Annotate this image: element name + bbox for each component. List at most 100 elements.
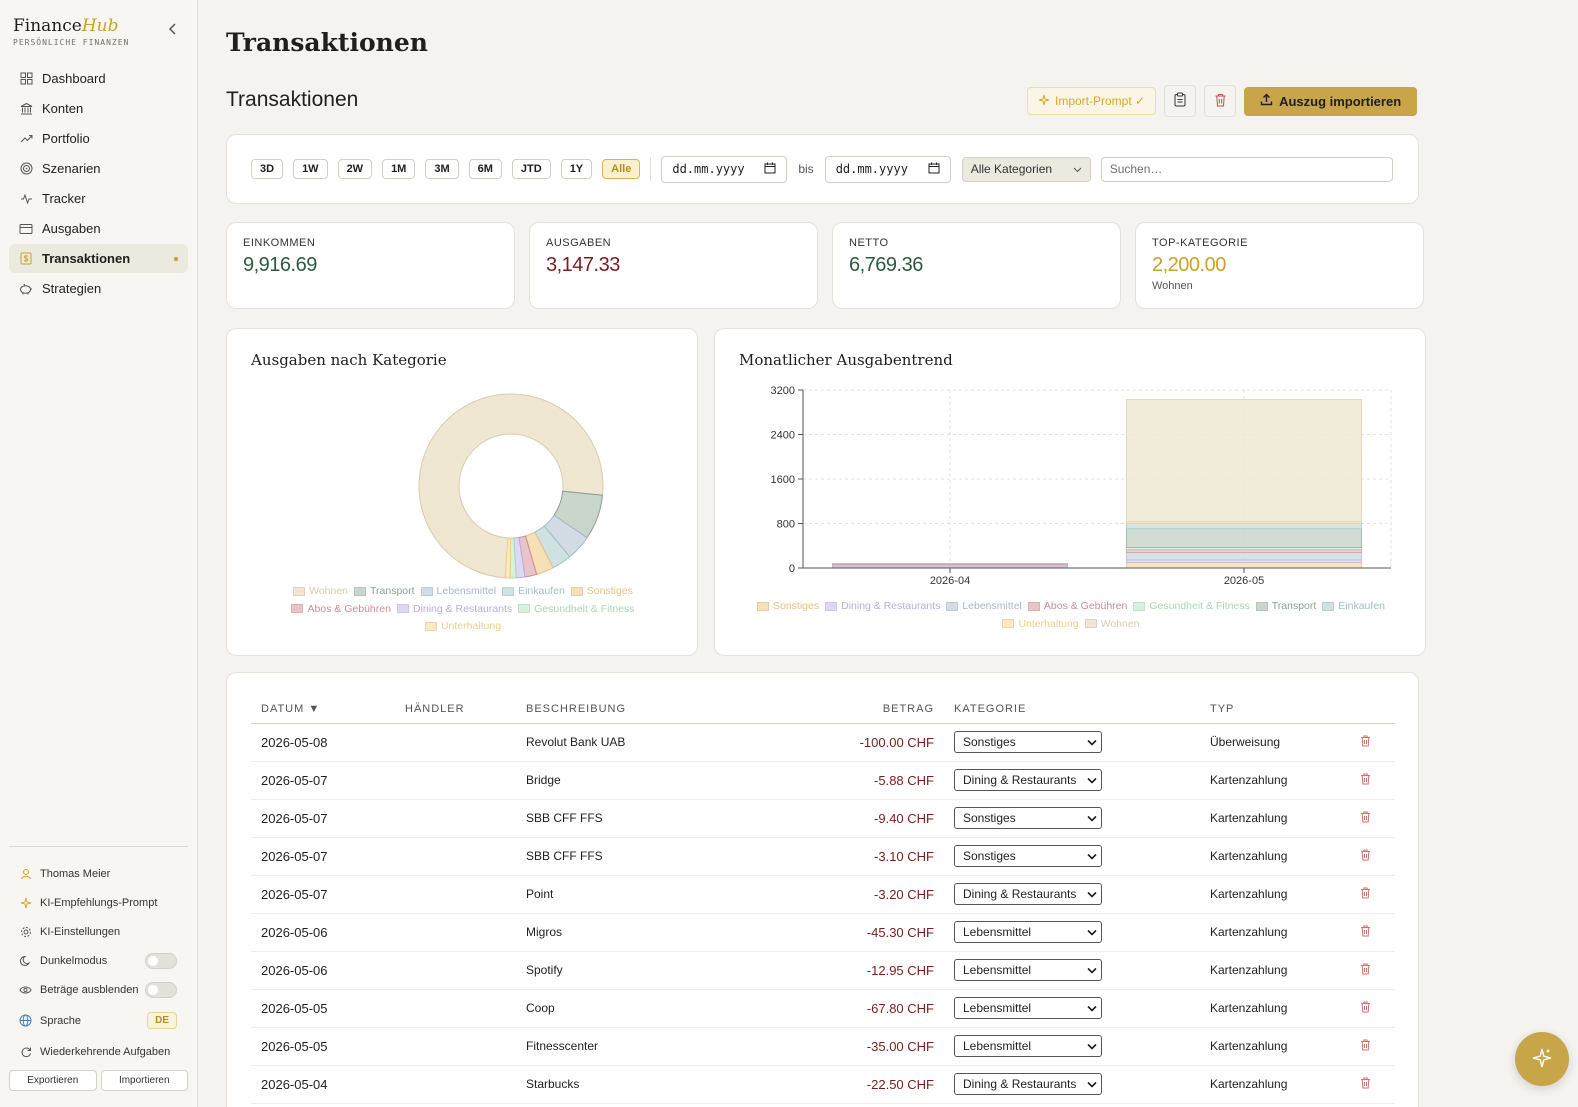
range-button-1m[interactable]: 1M: [382, 159, 416, 179]
sidebar-item-konten[interactable]: Konten: [9, 94, 188, 123]
table-row[interactable]: 2026-05-07 Bridge -5.88 CHF Dining & Restau…: [251, 761, 1395, 800]
category-select[interactable]: Dining & Restaurants: [954, 1073, 1102, 1095]
bar-segment-sonstiges[interactable]: [1126, 562, 1362, 569]
column-header-amount[interactable]: BETRAG: [766, 695, 944, 724]
category-select[interactable]: Sonstiges: [954, 731, 1102, 753]
sidebar-item-transaktionen[interactable]: Transaktionen: [9, 244, 188, 273]
dark-mode-toggle[interactable]: [145, 952, 177, 969]
table-row[interactable]: 2026-05-05 Coop -67.80 CHF Lebensmittel Kart…: [251, 989, 1395, 1028]
legend-item[interactable]: Lebensmittel: [946, 598, 1022, 614]
export-button[interactable]: Exportieren: [9, 1070, 97, 1091]
table-row[interactable]: 2026-05-07 Point -3.20 CHF Dining & Restaur…: [251, 875, 1395, 914]
date-from-input[interactable]: dd.mm.yyyy: [661, 155, 788, 183]
legend-item[interactable]: Einkaufen: [502, 583, 565, 599]
range-button-jtd[interactable]: JTD: [511, 159, 551, 179]
legend-item[interactable]: Gesundheit & Fitness: [1133, 598, 1250, 614]
legend-item[interactable]: Sonstiges: [570, 583, 633, 599]
table-row[interactable]: 2026-05-06 Spotify -12.95 CHF Lebensmittel K…: [251, 951, 1395, 990]
legend-item[interactable]: Unterhaltung: [424, 618, 501, 634]
delete-row-icon[interactable]: [1360, 1077, 1371, 1092]
sidebar-item-ausgaben[interactable]: Ausgaben: [9, 214, 188, 243]
range-button-2w[interactable]: 2W: [337, 159, 373, 179]
delete-row-icon[interactable]: [1360, 963, 1371, 978]
table-row[interactable]: 2026-05-05 Fitnesscenter -35.00 CHF Lebensm…: [251, 1027, 1395, 1066]
delete-row-icon[interactable]: [1360, 735, 1371, 750]
ai-settings-link[interactable]: KI-Einstellungen: [9, 917, 188, 946]
user-profile[interactable]: Thomas Meier: [9, 859, 188, 888]
collapse-sidebar-icon[interactable]: [166, 22, 182, 40]
category-select[interactable]: Dining & Restaurants: [954, 769, 1102, 791]
sidebar-item-portfolio[interactable]: Portfolio: [9, 124, 188, 153]
sidebar-item-szenarien[interactable]: Szenarien: [9, 154, 188, 183]
pie-slice-wohnen[interactable]: [418, 393, 604, 579]
bar-segment-wohnen[interactable]: [1126, 399, 1362, 523]
language-badge[interactable]: DE: [147, 1012, 177, 1029]
bar-segment-transport[interactable]: [1126, 528, 1362, 548]
range-button-6m[interactable]: 6M: [468, 159, 502, 179]
category-select[interactable]: Sonstiges: [954, 845, 1102, 867]
category-select[interactable]: Lebensmittel: [954, 997, 1102, 1019]
table-row[interactable]: 2026-05-07 SBB CFF FFS -9.40 CHF Sonstiges K…: [251, 799, 1395, 838]
delete-row-icon[interactable]: [1360, 1001, 1371, 1016]
bar-segment-einkaufen[interactable]: [1126, 522, 1362, 530]
search-input[interactable]: Suchen…: [1100, 156, 1393, 182]
calendar-icon[interactable]: [764, 162, 776, 177]
clipboard-button[interactable]: [1164, 85, 1197, 117]
import-button[interactable]: Importieren: [100, 1070, 188, 1091]
delete-row-icon[interactable]: [1360, 887, 1371, 902]
brand-logo[interactable]: FinanceHub PERSÖNLICHE FINANZEN: [13, 16, 129, 47]
delete-row-icon[interactable]: [1360, 773, 1371, 788]
column-header-description[interactable]: BESCHREIBUNG: [516, 695, 766, 724]
legend-item[interactable]: Wohnen: [293, 583, 348, 599]
range-button-1y[interactable]: 1Y: [560, 159, 593, 179]
legend-item[interactable]: Lebensmittel: [420, 583, 496, 599]
legend-item[interactable]: Transport: [1255, 598, 1316, 614]
category-select[interactable]: Lebensmittel: [954, 921, 1102, 943]
bar-segment-abos-geb-hren[interactable]: [832, 563, 1068, 565]
legend-item[interactable]: Gesundheit & Fitness: [518, 601, 635, 617]
table-row[interactable]: 2026-05-08 Revolut Bank UAB -100.00 CHF Son…: [251, 723, 1395, 762]
delete-row-icon[interactable]: [1360, 925, 1371, 940]
range-button-alle[interactable]: Alle: [602, 159, 641, 179]
category-select[interactable]: Dining & Restaurants: [954, 883, 1102, 905]
sidebar-item-tracker[interactable]: Tracker: [9, 184, 188, 213]
column-header-date[interactable]: DATUM ▼: [251, 695, 395, 724]
import-statement-button[interactable]: Auszug importieren: [1244, 86, 1418, 116]
category-select[interactable]: Lebensmittel: [954, 959, 1102, 981]
range-button-1w[interactable]: 1W: [293, 159, 328, 179]
delete-row-icon[interactable]: [1360, 1039, 1371, 1054]
hide-amounts-toggle[interactable]: [145, 981, 177, 998]
legend-item[interactable]: Unterhaltung: [1002, 616, 1079, 632]
table-row[interactable]: 2026-05-06 Migros -45.30 CHF Lebensmittel Ka…: [251, 913, 1395, 952]
legend-item[interactable]: Dining & Restaurants: [396, 601, 512, 617]
column-header-merchant[interactable]: HÄNDLER: [395, 695, 516, 724]
legend-item[interactable]: Transport: [354, 583, 415, 599]
calendar-icon[interactable]: [928, 162, 940, 177]
sidebar-item-dashboard[interactable]: Dashboard: [9, 64, 188, 93]
category-select[interactable]: Sonstiges: [954, 807, 1102, 829]
recurring-tasks-link[interactable]: Wiederkehrende Aufgaben: [9, 1037, 188, 1066]
range-button-3m[interactable]: 3M: [425, 159, 459, 179]
category-select[interactable]: Lebensmittel: [954, 1035, 1102, 1057]
ai-prompt-link[interactable]: KI-Empfehlungs-Prompt: [9, 888, 188, 917]
column-header-category[interactable]: KATEGORIE: [944, 695, 1200, 724]
legend-item[interactable]: Abos & Gebühren: [1027, 598, 1127, 614]
bar-segment-abos-geb-hren[interactable]: [1126, 549, 1362, 554]
legend-item[interactable]: Einkaufen: [1322, 598, 1385, 614]
delete-all-button[interactable]: [1204, 85, 1237, 117]
date-to-input[interactable]: dd.mm.yyyy: [824, 155, 951, 183]
category-filter-select[interactable]: Alle Kategorien: [961, 156, 1091, 182]
delete-row-icon[interactable]: [1360, 849, 1371, 864]
range-button-3d[interactable]: 3D: [251, 159, 284, 179]
sidebar-item-strategien[interactable]: Strategien: [9, 274, 188, 303]
ai-assistant-button[interactable]: [1515, 1032, 1569, 1086]
column-header-type[interactable]: TYP: [1200, 695, 1350, 724]
table-row[interactable]: 2026-05-04: [251, 1103, 1395, 1107]
table-row[interactable]: 2026-05-04 Starbucks -22.50 CHF Dining & Re…: [251, 1065, 1395, 1104]
legend-item[interactable]: Abos & Gebühren: [291, 601, 391, 617]
legend-item[interactable]: Dining & Restaurants: [825, 598, 940, 614]
bar-segment-lebensmittel[interactable]: [1126, 552, 1362, 561]
delete-row-icon[interactable]: [1360, 811, 1371, 826]
table-row[interactable]: 2026-05-07 SBB CFF FFS -3.10 CHF Sonstiges K…: [251, 837, 1395, 876]
legend-item[interactable]: Wohnen: [1084, 616, 1140, 632]
